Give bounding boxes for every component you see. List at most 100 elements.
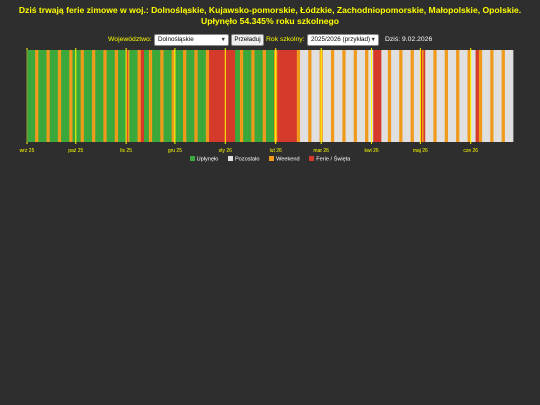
day-stripe bbox=[384, 50, 387, 142]
day-stripe bbox=[103, 50, 106, 142]
day-stripe bbox=[82, 50, 85, 142]
legend-label: Weekend bbox=[276, 156, 300, 163]
day-stripe bbox=[490, 50, 493, 142]
day-stripe bbox=[301, 50, 304, 142]
day-stripe bbox=[321, 50, 324, 142]
day-stripe bbox=[197, 50, 200, 142]
day-stripe bbox=[363, 50, 366, 142]
day-stripe bbox=[218, 50, 221, 142]
day-stripe bbox=[280, 50, 283, 142]
day-stripe bbox=[386, 50, 389, 142]
day-stripe bbox=[436, 50, 439, 142]
day-stripe bbox=[287, 50, 290, 142]
day-stripe bbox=[228, 50, 231, 142]
day-stripe bbox=[473, 50, 476, 142]
legend-item-elapsed: Upłynęło bbox=[189, 156, 218, 163]
school-year-label: Rok szkolny: bbox=[266, 36, 305, 43]
day-stripe bbox=[56, 50, 59, 142]
day-stripe bbox=[41, 50, 44, 142]
day-stripe bbox=[142, 50, 145, 142]
day-stripe bbox=[187, 50, 190, 142]
day-stripe bbox=[72, 50, 75, 142]
school-year-chart: wrz 25 paź 25 lis 25 gru 25 sty 26 lut 26 mar … bbox=[0, 48, 540, 161]
status-headline: Dziś trwają ferie zimowe w woj.: Dolnośl… bbox=[18, 5, 522, 26]
day-stripe bbox=[460, 50, 463, 142]
day-stripe bbox=[426, 50, 429, 142]
day-stripe bbox=[430, 50, 433, 142]
day-stripe bbox=[446, 50, 449, 142]
day-stripe bbox=[134, 50, 137, 142]
day-stripe bbox=[465, 50, 468, 142]
day-stripe bbox=[92, 50, 94, 142]
day-stripe bbox=[54, 50, 57, 142]
day-stripe bbox=[452, 50, 455, 142]
day-stripe bbox=[353, 50, 356, 142]
day-stripe bbox=[161, 50, 164, 142]
day-stripe bbox=[170, 50, 173, 142]
day-stripe bbox=[96, 50, 99, 142]
day-stripe bbox=[371, 50, 374, 142]
day-stripe bbox=[252, 50, 255, 142]
day-stripe bbox=[171, 50, 174, 142]
day-stripe bbox=[285, 50, 288, 142]
day-stripe bbox=[98, 50, 101, 142]
chart-legend: Upłynęło Pozostało Weekend Ferie / Święt… bbox=[0, 156, 540, 163]
day-stripe bbox=[358, 50, 361, 142]
day-stripe bbox=[205, 50, 208, 142]
day-stripe bbox=[488, 50, 491, 142]
day-stripe bbox=[174, 50, 177, 142]
day-stripe bbox=[153, 50, 156, 142]
day-stripe bbox=[209, 50, 212, 142]
day-stripe bbox=[230, 50, 233, 142]
month-tick-label: cze 26 bbox=[463, 148, 478, 154]
day-stripe bbox=[343, 50, 346, 142]
day-stripe bbox=[262, 50, 265, 142]
day-stripe bbox=[95, 50, 98, 142]
day-stripe bbox=[387, 50, 390, 142]
day-stripe bbox=[111, 50, 114, 142]
day-stripe bbox=[106, 50, 109, 142]
day-stripe bbox=[261, 50, 264, 142]
day-stripe bbox=[277, 50, 280, 142]
day-stripes bbox=[27, 50, 514, 142]
legend-label: Ferie / Święta bbox=[316, 156, 351, 163]
chevron-down-icon: ▼ bbox=[220, 37, 226, 43]
day-stripe bbox=[160, 50, 163, 142]
day-stripe bbox=[36, 50, 39, 142]
day-stripe bbox=[394, 50, 397, 142]
day-stripe bbox=[204, 50, 207, 142]
day-stripe bbox=[168, 50, 171, 142]
day-stripe bbox=[480, 50, 483, 142]
refresh-button[interactable]: Przeładuj bbox=[231, 34, 264, 46]
day-stripe bbox=[433, 50, 436, 142]
day-stripe bbox=[101, 50, 104, 142]
day-stripe bbox=[51, 50, 54, 142]
day-stripe bbox=[231, 50, 234, 142]
day-stripe bbox=[163, 50, 166, 142]
day-stripe bbox=[27, 50, 29, 142]
day-stripe bbox=[150, 50, 153, 142]
voivodeship-select[interactable]: Dolnośląskie ▼ bbox=[154, 34, 229, 46]
day-stripe bbox=[157, 50, 160, 142]
day-stripe bbox=[313, 50, 316, 142]
day-stripe bbox=[417, 50, 420, 142]
day-stripe bbox=[238, 50, 241, 142]
day-stripe bbox=[59, 50, 62, 142]
legend-swatch bbox=[189, 156, 195, 161]
day-stripe bbox=[493, 50, 496, 142]
day-stripe bbox=[296, 50, 299, 142]
day-stripe bbox=[477, 50, 480, 142]
day-stripe bbox=[345, 50, 348, 142]
day-stripe bbox=[319, 50, 322, 142]
day-stripe bbox=[329, 50, 332, 142]
day-stripe bbox=[376, 50, 379, 142]
day-stripe bbox=[233, 50, 236, 142]
day-stripe bbox=[166, 50, 169, 142]
school-year-select[interactable]: 2025/2026 (przykład) ▼ bbox=[307, 34, 379, 46]
day-stripe bbox=[402, 50, 405, 142]
day-stripe bbox=[366, 50, 369, 142]
day-stripe bbox=[425, 50, 428, 142]
day-stripe bbox=[499, 50, 502, 142]
day-stripe bbox=[184, 50, 187, 142]
legend-swatch bbox=[269, 156, 275, 161]
